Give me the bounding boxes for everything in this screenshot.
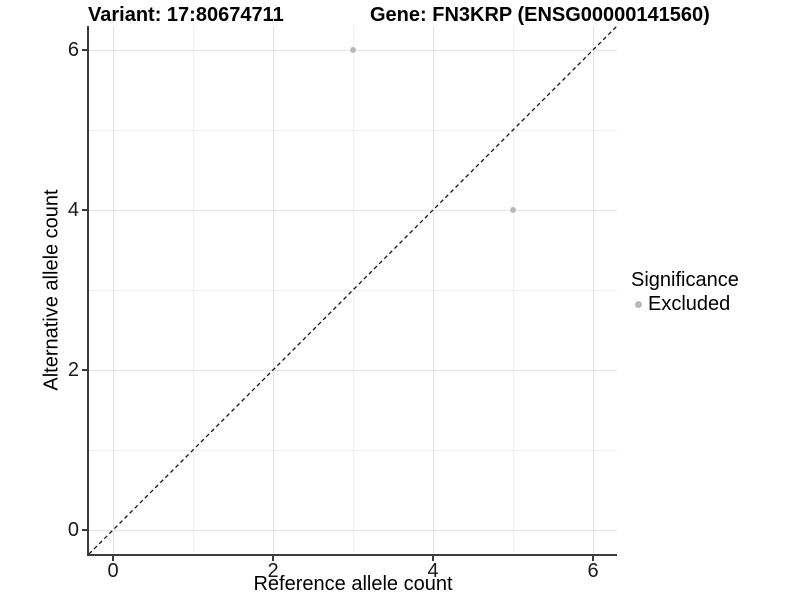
- y-tick-label: 6: [67, 39, 79, 61]
- minor-gridline-y: [89, 449, 617, 451]
- x-tick-label: 4: [427, 560, 439, 582]
- y-tick-label: 2: [67, 359, 79, 381]
- major-gridline-x: [272, 26, 274, 554]
- major-gridline-x: [432, 26, 434, 554]
- y-axis-title: Alternative allele count: [40, 189, 63, 391]
- major-gridline-x: [592, 26, 594, 554]
- x-axis-title: Reference allele count: [253, 573, 453, 595]
- x-tick-label: 2: [267, 560, 279, 582]
- plot-panel: [88, 25, 618, 555]
- legend-item-label: Excluded: [648, 293, 731, 315]
- major-gridline-y: [89, 369, 617, 371]
- x-tick: [592, 556, 594, 561]
- x-tick: [112, 556, 114, 561]
- x-tick-label: 0: [107, 560, 119, 582]
- y-axis-line: [87, 26, 89, 556]
- legend-item: Excluded: [631, 293, 739, 315]
- major-gridline-x: [112, 26, 114, 554]
- legend-title: Significance: [631, 269, 739, 291]
- x-tick-label: 6: [587, 560, 599, 582]
- legend: Significance Excluded: [631, 269, 739, 315]
- y-tick-label: 4: [67, 199, 79, 221]
- plot-title-gene: Gene: FN3KRP (ENSG00000141560): [370, 4, 710, 26]
- plot-title-variant: Variant: 17:80674711: [88, 4, 284, 26]
- major-gridline-y: [89, 209, 617, 211]
- minor-gridline-y: [89, 129, 617, 131]
- y-tick: [82, 529, 87, 531]
- major-gridline-y: [89, 529, 617, 531]
- legend-dot-icon: [635, 300, 642, 308]
- data-point: [510, 207, 516, 213]
- minor-gridline-y: [89, 289, 617, 291]
- y-tick: [82, 49, 87, 51]
- y-tick-label: 0: [67, 519, 79, 541]
- identity-reference-line: [88, 25, 618, 555]
- x-axis-line: [87, 554, 617, 556]
- x-tick: [272, 556, 274, 561]
- data-point: [350, 47, 356, 53]
- y-tick: [82, 369, 87, 371]
- x-tick: [432, 556, 434, 561]
- y-tick: [82, 209, 87, 211]
